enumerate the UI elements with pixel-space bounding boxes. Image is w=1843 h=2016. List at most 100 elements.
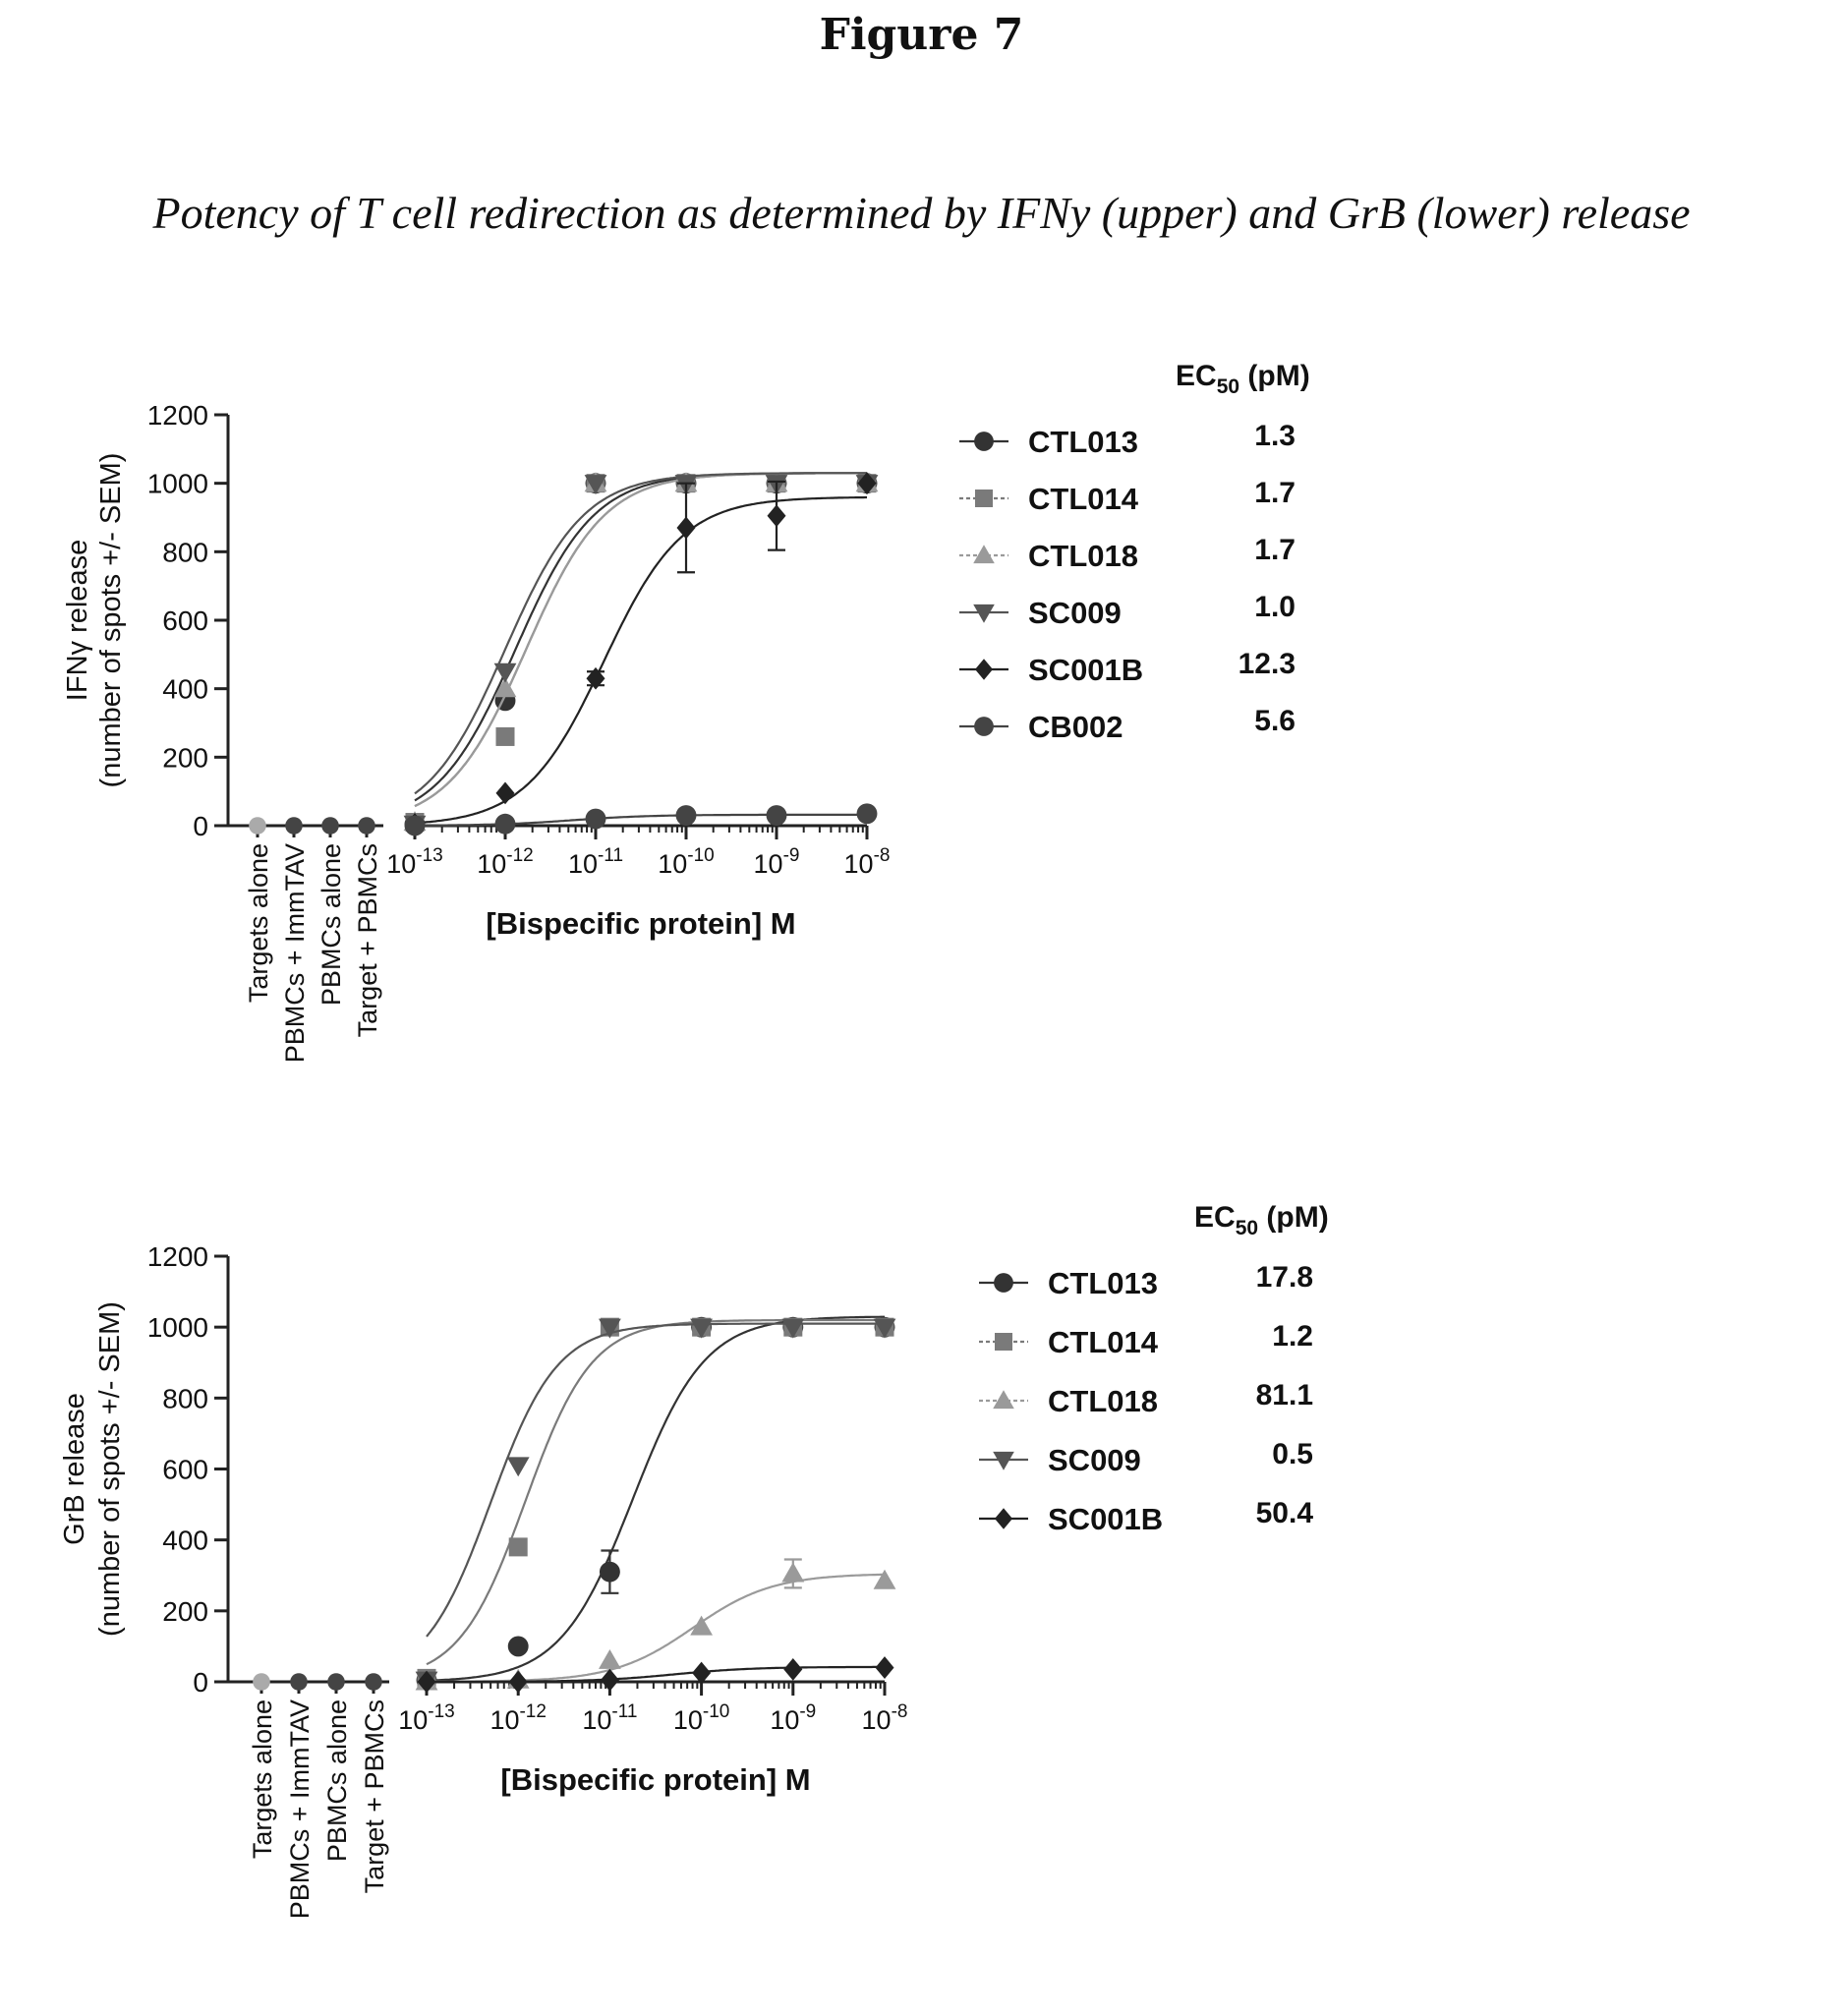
x-category-label: PBMCs alone <box>317 843 346 1006</box>
y-axis-label: IFNγ release <box>62 540 93 701</box>
data-point-sc001b <box>495 781 515 805</box>
control-point <box>285 817 303 835</box>
x-category-label: Targets alone <box>244 843 273 1003</box>
legend-ec50-value: 12.3 <box>1238 648 1296 680</box>
control-point <box>327 1673 345 1691</box>
x-axis-label: [Bispecific protein] M <box>500 1762 810 1797</box>
x-axis-label: [Bispecific protein] M <box>486 906 795 941</box>
y-tick-label: 400 <box>162 1526 208 1556</box>
control-point <box>358 817 375 835</box>
legend-series-name: SC001B <box>1028 653 1143 687</box>
data-point-sc009 <box>599 1318 621 1339</box>
legend-marker <box>995 1508 1012 1529</box>
legend-series-name: CTL018 <box>1048 1384 1158 1418</box>
data-point-ctl018 <box>599 1648 621 1669</box>
data-point-sc009 <box>584 475 607 495</box>
x-category-label: PBMCs + ImmTAV <box>280 843 310 1063</box>
data-point-sc009 <box>493 662 517 683</box>
x-tick-label: 10-11 <box>568 845 623 879</box>
data-point-cb002 <box>856 803 878 825</box>
data-point-sc001b <box>783 1657 803 1681</box>
grb-release-chart: 0 200 400 600 800 1000 1200 GrB release (number … <box>59 1201 1329 1919</box>
legend-header: EC50 (pM) <box>1194 1201 1329 1239</box>
y-tick-label: 600 <box>162 605 208 636</box>
legend-marker <box>993 1390 1014 1410</box>
legend-ec50-value: 81.1 <box>1256 1379 1313 1411</box>
legend-series-name: CTL013 <box>1048 1266 1158 1300</box>
data-point-cb002 <box>585 808 606 830</box>
data-point-sc009 <box>506 1457 530 1477</box>
x-tick-label: 10-13 <box>398 1701 455 1735</box>
data-point-ctl018 <box>493 677 517 698</box>
data-point-sc001b <box>676 516 696 540</box>
data-point-sc001b <box>586 666 605 690</box>
legend-series-name: CTL014 <box>1028 482 1139 516</box>
legend-ec50-value: 5.6 <box>1254 705 1296 737</box>
data-point-sc009 <box>873 1318 896 1339</box>
legend-ec50-value: 17.8 <box>1256 1261 1313 1294</box>
legend-series-name: CTL018 <box>1028 539 1138 573</box>
y-tick-label: 200 <box>162 1596 208 1627</box>
legend-series-name: CB002 <box>1028 710 1123 744</box>
ifn-gamma-release-chart: 0 200 400 600 800 1000 1200 IFNγ release (number… <box>62 360 1310 1063</box>
control-point <box>321 817 339 835</box>
fit-curve-ctl013 <box>414 472 867 802</box>
fit-curve-sc009 <box>426 1322 885 1638</box>
fit-curve-ctl018 <box>427 1573 886 1683</box>
x-tick-label: 10-9 <box>754 845 800 879</box>
y-tick-label: 400 <box>162 674 208 705</box>
data-point-sc009 <box>781 1318 805 1339</box>
legend-marker <box>993 1451 1014 1470</box>
data-point-ctl013 <box>599 1561 620 1583</box>
fit-curve-cb002 <box>415 813 867 827</box>
legend-marker <box>974 432 994 451</box>
y-tick-label: 1000 <box>147 469 208 499</box>
figure-title: Figure 7 <box>819 10 1024 60</box>
data-point-cb002 <box>766 805 787 826</box>
data-point-ctl018 <box>873 1569 896 1589</box>
legend-header: EC50 (pM) <box>1176 360 1310 398</box>
control-point <box>290 1673 308 1691</box>
x-category-label: PBMCs alone <box>322 1699 352 1862</box>
x-tick-label: 10-11 <box>582 1701 637 1735</box>
legend-series-name: CTL014 <box>1048 1325 1159 1359</box>
data-point-cb002 <box>494 813 516 835</box>
legend-series-name: SC009 <box>1028 596 1122 630</box>
data-point-sc001b <box>767 504 786 528</box>
x-category-label: Target + PBMCs <box>360 1699 389 1893</box>
y-tick-label: 1200 <box>147 400 208 431</box>
fit-curve-sc001b <box>414 495 867 825</box>
data-point-ctl018 <box>690 1615 713 1636</box>
figure-subtitle: Potency of T cell redirection as determi… <box>152 188 1691 238</box>
fit-curve-ctl014 <box>414 472 867 808</box>
control-point <box>253 1673 270 1691</box>
legend-ec50-value: 1.2 <box>1272 1320 1313 1353</box>
y-axis-label: GrB release <box>59 1393 90 1545</box>
legend-series-name: CTL013 <box>1028 425 1138 459</box>
y-tick-label: 1200 <box>147 1241 208 1272</box>
x-category-label: Targets alone <box>248 1699 277 1859</box>
data-point-ctl014 <box>508 1537 528 1557</box>
x-category-label: Target + PBMCs <box>353 843 382 1037</box>
x-tick-label: 10-12 <box>490 1701 547 1735</box>
data-point-sc001b <box>857 472 877 495</box>
data-point-cb002 <box>404 815 426 836</box>
legend-marker <box>994 1273 1013 1293</box>
y-tick-label: 1000 <box>147 1312 208 1343</box>
legend-marker <box>975 490 993 507</box>
y-axis-label: (number of spots +/- SEM) <box>94 1301 126 1637</box>
x-tick-label: 10-13 <box>386 845 443 879</box>
x-tick-label: 10-8 <box>844 845 891 879</box>
control-point <box>365 1673 382 1691</box>
x-tick-label: 10-8 <box>862 1701 908 1735</box>
y-axis-label: (number of spots +/- SEM) <box>95 453 127 788</box>
fit-curve-sc009 <box>414 472 867 795</box>
y-tick-label: 0 <box>193 811 208 841</box>
data-point-ctl014 <box>495 726 515 746</box>
data-point-sc001b <box>600 1668 619 1692</box>
legend-marker <box>995 1333 1012 1351</box>
legend-ec50-value: 1.0 <box>1254 591 1296 623</box>
x-category-label: PBMCs + ImmTAV <box>285 1699 315 1919</box>
y-tick-label: 200 <box>162 742 208 773</box>
legend-ec50-value: 1.7 <box>1254 477 1296 509</box>
